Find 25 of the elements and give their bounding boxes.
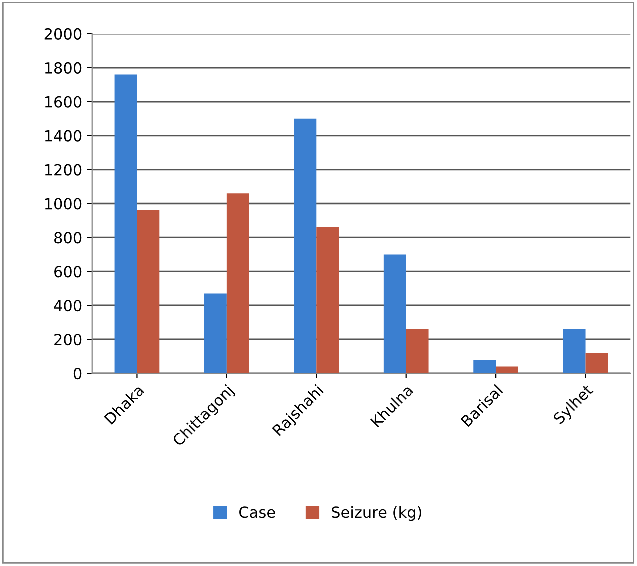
y-tick-label: 1400: [45, 130, 82, 142]
bar: [406, 329, 429, 374]
bar: [137, 210, 160, 374]
bar: [563, 329, 586, 374]
y-tick-label: 2000: [44, 28, 82, 40]
y-tick-label: 200: [54, 334, 82, 346]
legend-label: Case: [240, 506, 276, 518]
y-tick-label: 400: [54, 300, 82, 312]
y-tick-label: 1000: [45, 198, 82, 210]
bar: [586, 353, 608, 374]
bar: [114, 74, 138, 374]
bar: [294, 118, 317, 374]
bar: [496, 366, 518, 374]
y-tick-label: 1600: [45, 96, 82, 108]
bar: [384, 254, 406, 374]
bar: [204, 294, 227, 374]
y-tick-label: 800: [54, 232, 82, 244]
y-tick-label: 1200: [45, 164, 82, 176]
y-tick-label: 0: [74, 368, 82, 380]
legend-label: Seizure (kg): [332, 506, 422, 522]
bar: [316, 228, 340, 374]
y-tick-label: 600: [54, 266, 82, 278]
bar: [474, 360, 496, 374]
bar: [226, 194, 250, 374]
y-tick-label: 1800: [45, 62, 82, 74]
